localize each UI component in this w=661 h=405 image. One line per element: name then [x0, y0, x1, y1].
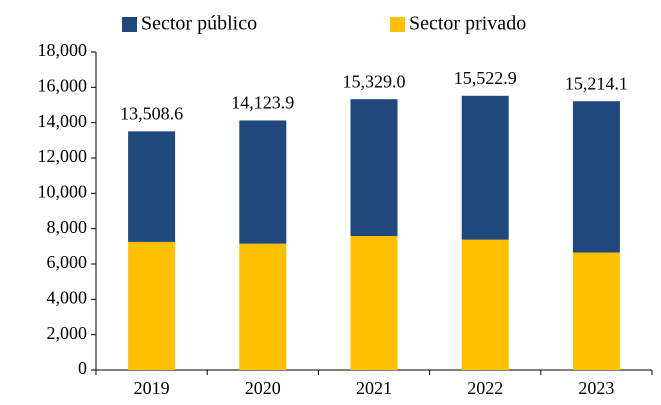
y-tick-label: 18,000	[38, 40, 88, 60]
legend-label: Sector privado	[409, 13, 526, 35]
bar-segment	[350, 99, 398, 237]
x-tick-label: 2023	[578, 378, 614, 398]
y-tick-label: 12,000	[38, 146, 88, 166]
y-tick-label: 2,000	[47, 323, 88, 343]
legend-label: Sector público	[141, 13, 257, 35]
total-label: 15,214.1	[565, 73, 628, 93]
y-tick-label: 14,000	[38, 111, 88, 131]
bar-segment	[128, 241, 176, 370]
y-tick-label: 6,000	[47, 252, 88, 272]
x-tick-label: 2020	[245, 378, 281, 398]
bar-segment	[239, 243, 287, 370]
bar-segment	[350, 236, 398, 370]
legend-swatch	[390, 17, 405, 32]
x-tick-label: 2021	[356, 378, 392, 398]
legend-swatch	[122, 17, 137, 32]
y-tick-label: 8,000	[47, 217, 88, 237]
x-tick-label: 2022	[467, 378, 503, 398]
y-tick-label: 4,000	[47, 287, 88, 307]
total-label: 13,508.6	[120, 103, 183, 123]
bar-segment	[572, 252, 620, 370]
x-tick-label: 2019	[134, 378, 170, 398]
bar-segment	[572, 101, 620, 253]
bar-segment	[461, 95, 509, 240]
y-tick-label: 0	[78, 358, 87, 378]
bar-segment	[128, 131, 176, 242]
bar-segment	[239, 120, 287, 244]
total-label: 15,522.9	[454, 68, 517, 88]
bar-segment	[461, 239, 509, 370]
y-tick-label: 10,000	[38, 181, 88, 201]
y-tick-label: 16,000	[38, 75, 88, 95]
total-label: 15,329.0	[343, 71, 406, 91]
total-label: 14,123.9	[231, 93, 294, 113]
